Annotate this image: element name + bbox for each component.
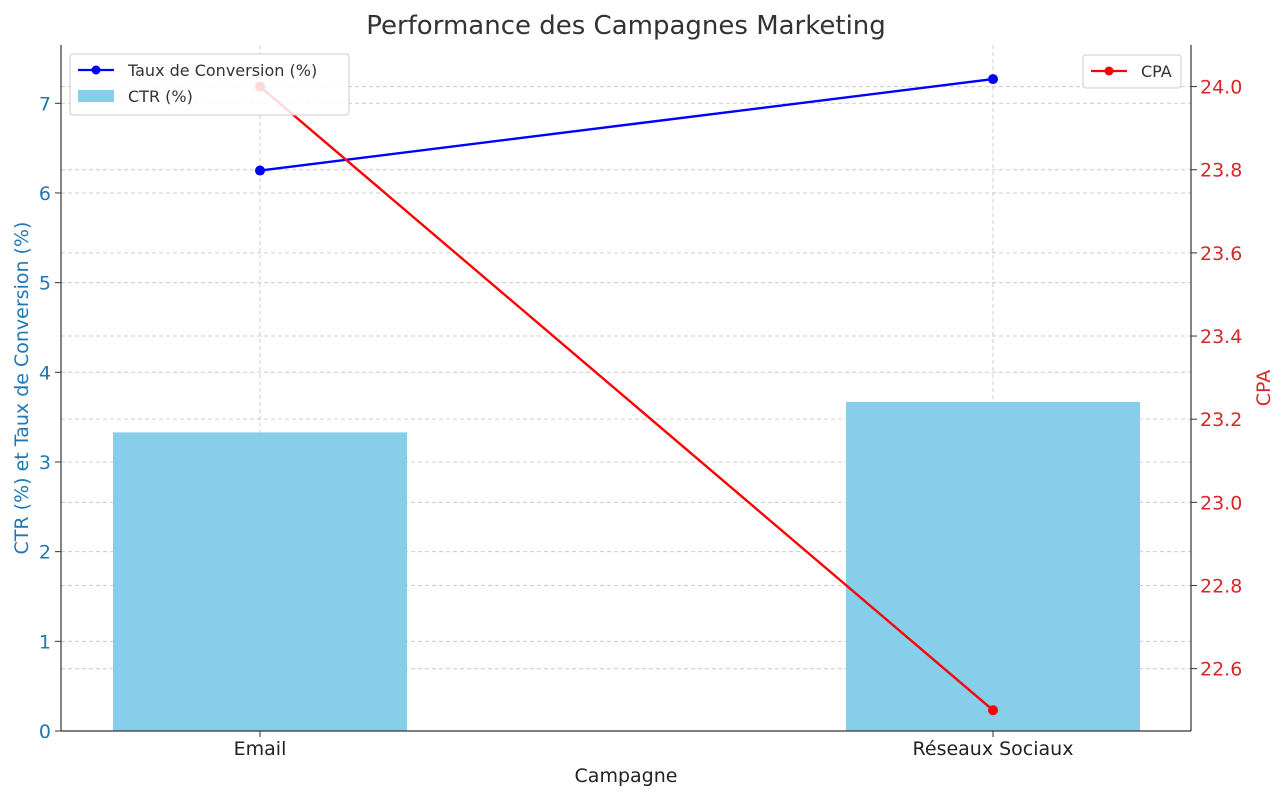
y-axis-label-left: CTR (%) et Taux de Conversion (%) <box>11 222 33 555</box>
tick-label-right: 24.0 <box>1200 77 1242 99</box>
bar-ctr <box>846 401 1140 731</box>
point-cpa <box>988 705 998 716</box>
tick-label-right: 23.8 <box>1200 160 1242 182</box>
legend-ctr-label: CTR (%) <box>128 87 193 106</box>
bar-ctr <box>113 432 407 731</box>
tick-label-right: 23.2 <box>1200 409 1242 431</box>
legend-ctr-swatch <box>78 90 114 102</box>
point-conversion <box>255 165 265 176</box>
tick-label-x: Email <box>234 738 287 760</box>
point-conversion <box>988 74 998 85</box>
tick-label-left: 4 <box>39 362 51 384</box>
y-axis-label-right: CPA <box>1253 370 1275 407</box>
tick-label-left: 3 <box>39 452 51 474</box>
bars <box>113 401 1140 731</box>
ticks: 0 1 2 3 4 5 6 7 22.6 22.8 23.0 23.2 23.4 23.6 23.8 24.0… <box>39 77 1242 760</box>
tick-label-left: 1 <box>39 631 51 653</box>
legend-left-box <box>69 53 350 116</box>
legend-right: CPA <box>1082 54 1182 89</box>
legend-cpa-label: CPA <box>1141 62 1172 81</box>
series-line-conversion <box>259 77 994 172</box>
x-axis-label: Campagne <box>575 765 678 787</box>
tick-label-x: Réseaux Sociaux <box>913 738 1074 760</box>
legend-cpa-marker <box>1104 66 1114 76</box>
tick-label-left: 6 <box>39 183 51 205</box>
tick-label-left: 2 <box>39 542 51 564</box>
series-line-cpa <box>259 85 994 712</box>
tick-label-right: 23.6 <box>1200 243 1242 265</box>
legend-conversion-marker <box>91 65 101 75</box>
tick-label-left: 7 <box>39 93 51 115</box>
tick-label-left: 5 <box>39 273 51 295</box>
legend-conversion-label: Taux de Conversion (%) <box>127 61 317 80</box>
legend-right-box <box>1082 54 1182 89</box>
chart-title: Performance des Campagnes Marketing <box>366 11 886 41</box>
tick-label-right: 22.8 <box>1200 575 1242 597</box>
tick-label-left: 0 <box>39 721 51 743</box>
tick-label-right: 23.0 <box>1200 492 1242 514</box>
legend-left: Taux de Conversion (%) CTR (%) <box>69 53 350 116</box>
tick-label-right: 22.6 <box>1200 659 1242 681</box>
tick-label-right: 23.4 <box>1200 326 1242 348</box>
